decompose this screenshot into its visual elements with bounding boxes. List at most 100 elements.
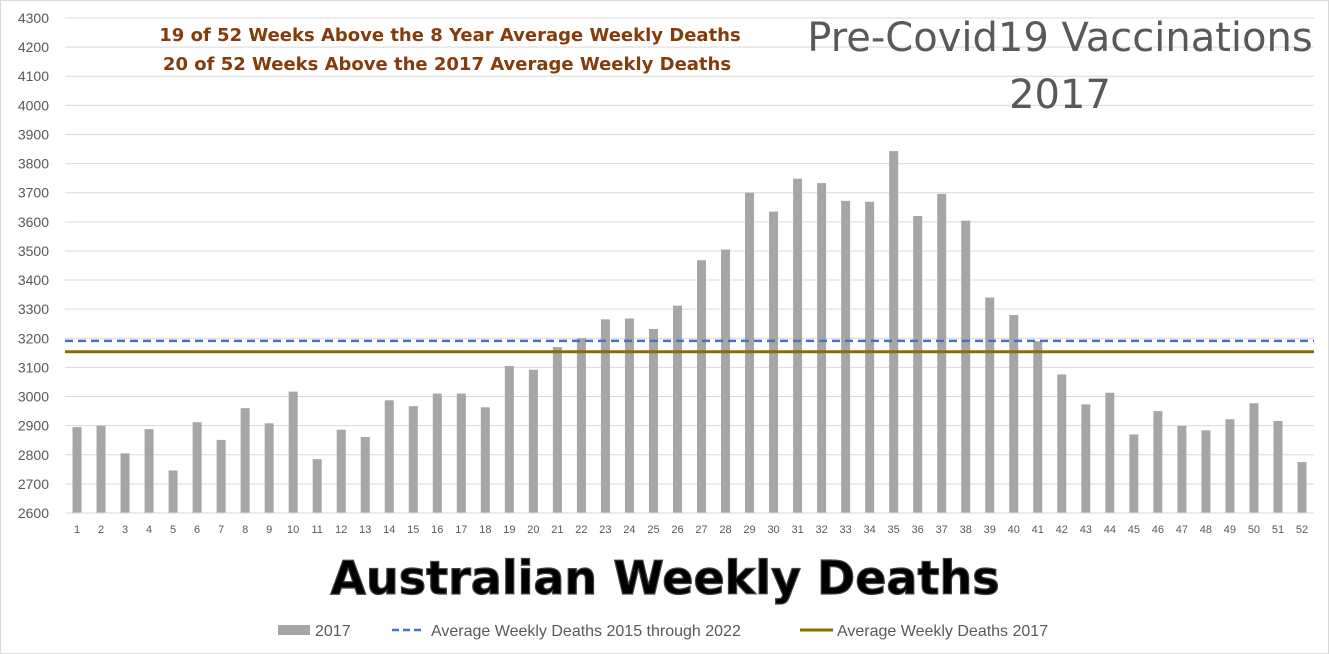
bar-week-40	[1009, 315, 1019, 513]
y-tick-label: 3600	[18, 214, 49, 230]
bar-week-33	[841, 200, 851, 513]
y-tick-label: 4200	[18, 39, 49, 55]
bar-week-8	[240, 408, 250, 513]
bar-week-27	[697, 260, 707, 513]
x-axis-title: Australian Weekly Deaths	[330, 551, 999, 605]
x-tick-label: 42	[1056, 524, 1068, 536]
y-tick-label: 3500	[18, 243, 49, 259]
bar-week-41	[1033, 341, 1043, 513]
bar-week-5	[168, 470, 178, 513]
bar-week-32	[817, 183, 827, 514]
legend-swatch-2017	[278, 625, 310, 635]
x-tick-label: 24	[623, 524, 635, 536]
bar-week-10	[288, 391, 298, 513]
y-tick-label: 2900	[18, 418, 49, 434]
x-tick-label: 37	[936, 524, 948, 536]
legend-label-avg-2017: Average Weekly Deaths 2017	[837, 623, 1048, 640]
x-tick-label: 48	[1200, 524, 1212, 536]
bar-week-37	[937, 193, 947, 513]
x-tick-label: 14	[383, 524, 395, 536]
bar-week-11	[312, 459, 322, 513]
y-tick-label: 3300	[18, 301, 49, 317]
x-tick-label: 9	[266, 524, 272, 536]
x-tick-label: 41	[1032, 524, 1044, 536]
x-tick-label: 39	[984, 524, 996, 536]
bar-week-26	[672, 305, 682, 513]
bar-week-51	[1273, 420, 1283, 513]
x-tick-label: 8	[242, 524, 248, 536]
bar-week-36	[913, 216, 923, 513]
bar-week-2	[96, 425, 106, 513]
y-tick-label: 2700	[18, 476, 49, 492]
bar-week-43	[1081, 404, 1091, 513]
x-tick-label: 32	[815, 524, 827, 536]
x-tick-label: 5	[170, 524, 176, 536]
bar-week-52	[1297, 462, 1307, 513]
x-tick-label: 44	[1104, 524, 1116, 536]
annotation-line-2: 20 of 52 Weeks Above the 2017 Average We…	[163, 54, 731, 75]
bar-week-7	[216, 439, 226, 513]
bar-week-48	[1201, 430, 1211, 513]
x-tick-label: 25	[647, 524, 659, 536]
bar-week-35	[889, 151, 899, 514]
x-tick-label: 47	[1176, 524, 1188, 536]
x-tick-label: 20	[527, 524, 539, 536]
bars-2017	[72, 151, 1307, 514]
x-tick-label: 52	[1296, 524, 1308, 536]
chart-title: Pre-Covid19 Vaccinations	[807, 15, 1312, 61]
x-tick-label: 31	[791, 524, 803, 536]
x-axis-ticks: 1 2 3 4 5 6 7 8 9 10 11 12 13 14 15 16 17 18 19 20 21 22 23 24 2…	[74, 524, 1308, 536]
bar-week-15	[408, 406, 418, 513]
x-tick-label: 46	[1152, 524, 1164, 536]
x-tick-label: 10	[287, 524, 299, 536]
x-tick-label: 45	[1128, 524, 1140, 536]
x-tick-label: 38	[960, 524, 972, 536]
bar-week-50	[1249, 403, 1259, 513]
y-tick-label: 2800	[18, 447, 49, 463]
bar-week-25	[648, 328, 658, 513]
x-tick-label: 36	[912, 524, 924, 536]
chart-subtitle: 2017	[1009, 72, 1111, 118]
x-tick-label: 26	[671, 524, 683, 536]
y-tick-label: 3700	[18, 185, 49, 201]
legend-label-2017: 2017	[315, 623, 351, 640]
bar-week-47	[1177, 425, 1187, 513]
annotation-line-1: 19 of 52 Weeks Above the 8 Year Average …	[159, 25, 740, 46]
bar-week-12	[336, 429, 346, 513]
bar-week-24	[624, 318, 634, 513]
x-tick-label: 29	[743, 524, 755, 536]
y-tick-label: 3000	[18, 389, 49, 405]
y-tick-label: 3800	[18, 156, 49, 172]
x-tick-label: 17	[455, 524, 467, 536]
y-tick-label: 4100	[18, 68, 49, 84]
x-tick-label: 4	[146, 524, 152, 536]
x-tick-label: 22	[575, 524, 587, 536]
x-tick-label: 12	[335, 524, 347, 536]
x-tick-label: 49	[1224, 524, 1236, 536]
legend: 2017 Average Weekly Deaths 2015 through …	[278, 623, 1048, 640]
y-tick-label: 2600	[18, 505, 49, 521]
y-tick-label: 4000	[18, 97, 49, 113]
x-tick-label: 43	[1080, 524, 1092, 536]
bar-week-17	[456, 393, 466, 513]
x-tick-label: 6	[194, 524, 200, 536]
bar-week-14	[384, 400, 394, 513]
y-tick-label: 3400	[18, 272, 49, 288]
x-tick-label: 7	[218, 524, 224, 536]
y-tick-label: 3100	[18, 359, 49, 375]
bar-week-13	[360, 437, 370, 513]
bar-week-16	[432, 393, 442, 513]
bar-week-49	[1225, 419, 1235, 513]
bar-week-9	[264, 423, 274, 513]
bar-week-42	[1057, 374, 1067, 513]
x-tick-label: 15	[407, 524, 419, 536]
x-tick-label: 50	[1248, 524, 1260, 536]
x-tick-label: 16	[431, 524, 443, 536]
y-tick-label: 3900	[18, 126, 49, 142]
bar-week-20	[528, 369, 538, 513]
x-tick-label: 1	[74, 524, 80, 536]
bar-week-21	[552, 347, 562, 513]
x-tick-label: 30	[767, 524, 779, 536]
